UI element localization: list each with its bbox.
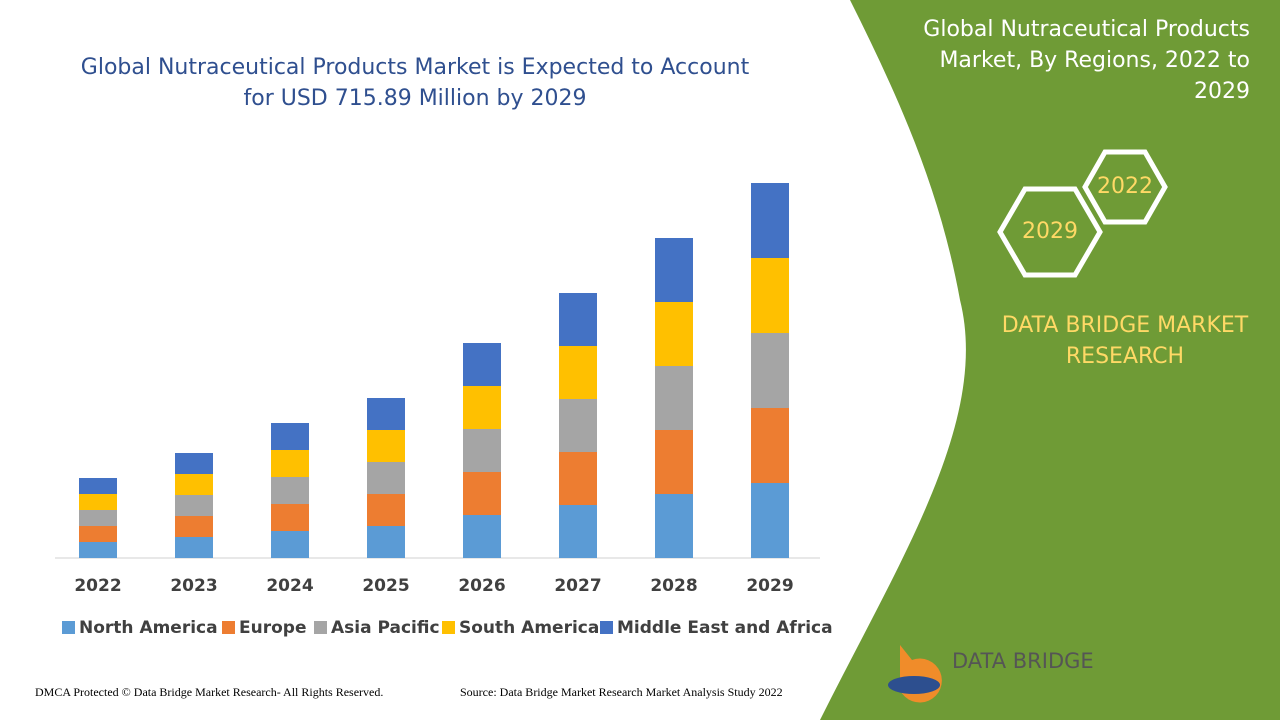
bar-segment bbox=[751, 258, 789, 333]
bar-segment bbox=[367, 462, 405, 494]
bar-segment bbox=[559, 505, 597, 558]
legend-swatch bbox=[442, 621, 455, 634]
logo-mark bbox=[888, 676, 940, 694]
chart-title: Global Nutraceutical Products Market is … bbox=[80, 55, 750, 111]
bar-segment bbox=[175, 474, 213, 495]
legend-swatch bbox=[600, 621, 613, 634]
bar-segment bbox=[271, 531, 309, 558]
bar-segment bbox=[79, 526, 117, 542]
legend-label: Asia Pacific bbox=[331, 618, 440, 638]
hexagon bbox=[997, 186, 1103, 278]
panel-title: Global Nutraceutical Products Market, By… bbox=[923, 17, 1250, 104]
bar-segment bbox=[655, 366, 693, 430]
bar-segment bbox=[655, 430, 693, 494]
x-tick-label: 2023 bbox=[170, 576, 217, 596]
hex-year: 2022 bbox=[1097, 174, 1153, 199]
bar-segment bbox=[655, 238, 693, 302]
bar-segment bbox=[175, 453, 213, 474]
bar-segment bbox=[559, 399, 597, 452]
green-panel bbox=[820, 0, 1280, 720]
bar-segment bbox=[463, 343, 501, 386]
footer-source: Source: Data Bridge Market Research Mark… bbox=[460, 685, 783, 699]
x-tick-label: 2029 bbox=[746, 576, 793, 596]
bar-segment bbox=[463, 386, 501, 429]
bar-segment bbox=[79, 478, 117, 494]
bar-segment bbox=[559, 346, 597, 399]
legend-swatch bbox=[314, 621, 327, 634]
logo-text: DATA BRIDGE bbox=[952, 649, 1094, 673]
bar-segment bbox=[559, 293, 597, 346]
legend-swatch bbox=[62, 621, 75, 634]
bar-segment bbox=[463, 429, 501, 472]
x-tick-label: 2024 bbox=[266, 576, 313, 596]
bar-segment bbox=[271, 450, 309, 477]
bar-segment bbox=[79, 510, 117, 526]
hexagon bbox=[1082, 149, 1168, 225]
brand: DATA BRIDGE MARKET RESEARCH bbox=[1001, 313, 1249, 369]
bar-segment bbox=[367, 398, 405, 430]
x-tick-label: 2028 bbox=[650, 576, 697, 596]
hex-year: 2029 bbox=[1022, 219, 1078, 244]
bar-segment bbox=[79, 494, 117, 510]
bar-segment bbox=[271, 423, 309, 450]
legend-label: South America bbox=[459, 618, 599, 638]
bar-segment bbox=[175, 495, 213, 516]
bar-segment bbox=[367, 430, 405, 462]
bar-segment bbox=[751, 408, 789, 483]
bar-segment bbox=[271, 477, 309, 504]
legend-swatch bbox=[222, 621, 235, 634]
legend-label: North America bbox=[79, 618, 218, 638]
bar-segment bbox=[751, 183, 789, 258]
footer-copyright: DMCA Protected © Data Bridge Market Rese… bbox=[35, 685, 383, 699]
bar-segment bbox=[463, 472, 501, 515]
legend-label: Middle East and Africa bbox=[617, 618, 833, 638]
bar-segment bbox=[559, 452, 597, 505]
bar-segment bbox=[175, 537, 213, 558]
bar-segment bbox=[751, 333, 789, 408]
bar-segment bbox=[655, 302, 693, 366]
bar-segment bbox=[367, 494, 405, 526]
bar-segment bbox=[751, 483, 789, 558]
bar-segment bbox=[175, 516, 213, 537]
x-tick-label: 2025 bbox=[362, 576, 409, 596]
legend-label: Europe bbox=[239, 618, 306, 638]
bar-segment bbox=[463, 515, 501, 558]
x-tick-label: 2026 bbox=[458, 576, 505, 596]
bar-segment bbox=[79, 542, 117, 558]
bar-segment bbox=[271, 504, 309, 531]
x-tick-label: 2022 bbox=[74, 576, 121, 596]
bar-segment bbox=[655, 494, 693, 558]
bar-segment bbox=[367, 526, 405, 558]
x-tick-label: 2027 bbox=[554, 576, 601, 596]
